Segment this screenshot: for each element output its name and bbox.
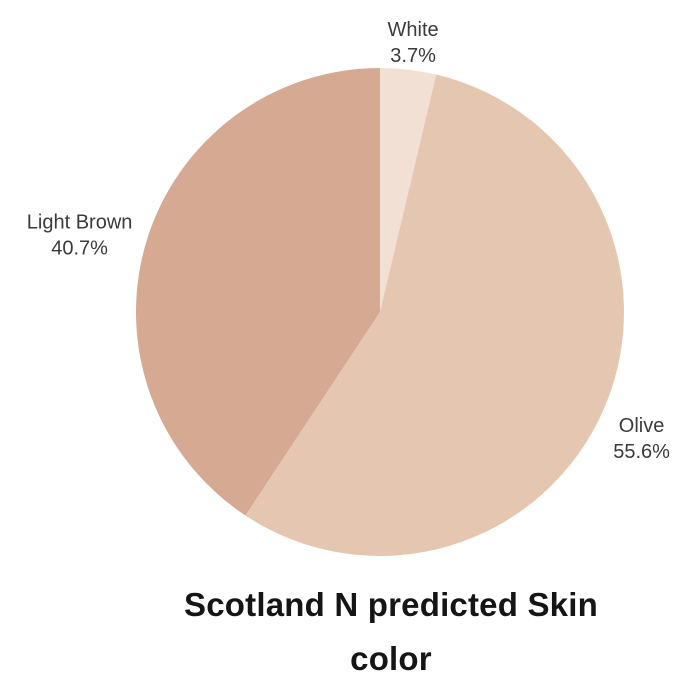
slice-label-olive: Olive 55.6% (613, 415, 670, 463)
slice-label-percent: 3.7% (390, 45, 436, 67)
chart-title-line-1: Scotland N predicted Skin (184, 586, 598, 623)
chart-title: Scotland N predicted Skin color (184, 578, 598, 684)
slice-label-percent: 55.6% (613, 441, 670, 463)
pie-slice-light-brown (135, 68, 380, 516)
slice-label-name: Light Brown (27, 212, 133, 234)
pie-slice-olive (245, 74, 624, 556)
chart-title-line-2: color (350, 640, 432, 677)
slice-label-white: White 3.7% (388, 19, 439, 67)
pie-slice-white (380, 68, 437, 312)
slice-label-light-brown: Light Brown 40.7% (27, 212, 133, 260)
slice-label-percent: 40.7% (51, 238, 108, 260)
slice-label-name: Olive (619, 415, 665, 437)
slice-label-name: White (388, 19, 439, 41)
